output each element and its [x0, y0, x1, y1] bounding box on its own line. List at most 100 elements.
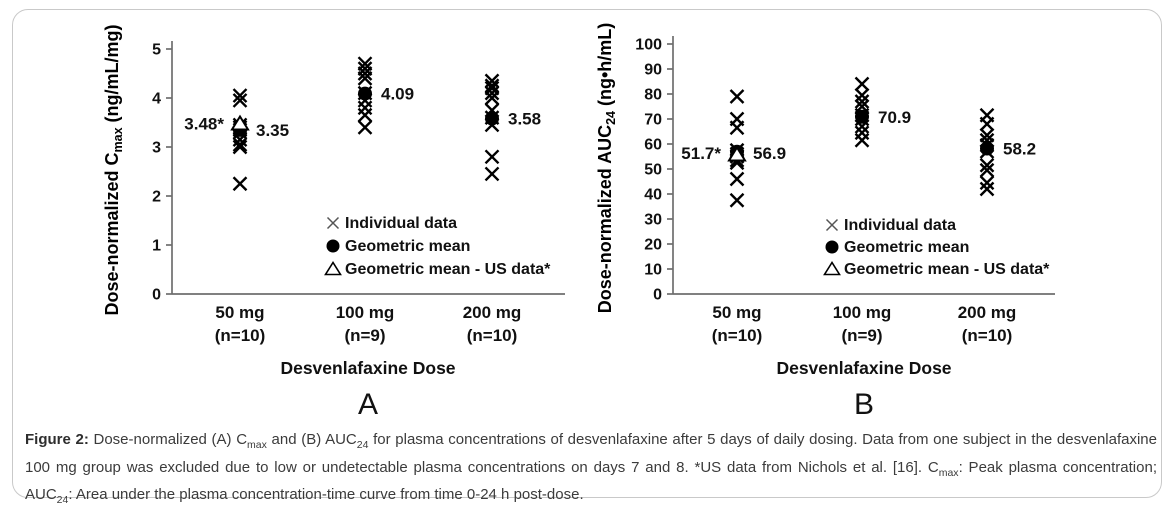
figure-border — [12, 9, 1162, 498]
caption-text-segment: 24 — [356, 439, 369, 451]
caption-figure-label: Figure 2: — [25, 431, 89, 448]
category-label: 50 mg — [215, 303, 264, 322]
legend-individual-data-icon — [326, 216, 340, 230]
caption-text-segment: max — [247, 439, 267, 451]
y-tick-label: 60 — [644, 137, 662, 154]
panel-letter: B — [854, 388, 874, 421]
individual-data-point — [979, 162, 995, 178]
legend-item-label: Geometric mean — [345, 238, 470, 255]
us-geometric-mean-point — [727, 145, 747, 162]
individual-data-point — [854, 94, 870, 109]
y-tick-label: 40 — [644, 187, 662, 204]
legend-item-label: Geometric mean — [844, 239, 969, 256]
category-sublabel: (n=10) — [712, 326, 763, 345]
individual-data-point — [232, 176, 248, 192]
y-tick-label: 90 — [644, 62, 662, 79]
individual-data-point — [484, 149, 500, 165]
legend-geometric-mean-icon — [825, 240, 839, 254]
geometric-mean-point — [980, 141, 994, 156]
individual-data-point — [357, 71, 373, 86]
individual-data-point — [357, 120, 373, 135]
y-axis-title: Dose-normalized AUC24 (ng•h/mL) — [595, 23, 618, 314]
x-axis-title: Desvenlafaxine Dose — [280, 358, 455, 378]
legend-item-label: Individual data — [844, 217, 956, 234]
y-tick-label: 0 — [152, 287, 161, 304]
category-sublabel: (n=10) — [215, 326, 266, 345]
individual-data-point — [979, 116, 995, 132]
category-sublabel: (n=10) — [962, 326, 1013, 345]
y-tick-label: 80 — [644, 87, 662, 104]
us-mean-value-label: 51.7* — [681, 144, 721, 163]
caption-text-segment: Dose-normalized (A) C — [88, 431, 248, 448]
individual-data-point — [357, 107, 373, 123]
us-geometric-mean-point — [230, 114, 250, 131]
geometric-mean-value-label: 3.35 — [256, 121, 289, 140]
individual-data-point — [979, 157, 995, 173]
x-axis-title: Desvenlafaxine Dose — [776, 358, 951, 378]
category-label: 50 mg — [712, 303, 761, 322]
caption-text-segment: : Peak plasma concentration; AUC — [25, 458, 1157, 504]
category-sublabel: (n=9) — [841, 326, 882, 345]
legend-us-mean-icon — [324, 260, 342, 276]
individual-data-point — [979, 181, 995, 197]
geometric-mean-point — [358, 86, 372, 101]
caption-text-segment: max — [938, 466, 959, 479]
y-tick-label: 30 — [644, 212, 662, 229]
caption-text-segment: for plasma concentrations of desvenlafax… — [25, 431, 1157, 476]
caption-text-segment: : Area under the plasma concentration-ti… — [68, 486, 584, 503]
y-tick-label: 100 — [635, 37, 662, 54]
geometric-mean-value-label: 3.58 — [508, 110, 541, 129]
y-tick-label: 5 — [152, 42, 161, 59]
y-tick-label: 3 — [152, 140, 161, 157]
y-tick-label: 70 — [644, 112, 662, 129]
legend-geometric-mean-icon — [326, 239, 340, 253]
y-tick-label: 20 — [644, 237, 662, 254]
category-sublabel: (n=9) — [344, 326, 385, 345]
individual-data-point — [232, 139, 248, 155]
panel-letter: A — [358, 388, 378, 421]
individual-data-point — [979, 175, 995, 191]
panel-b-chart: 0 10 20 30 40 50 60 70 80 90 100 Dose-normalized AU… — [595, 23, 1055, 421]
category-label: 200 mg — [958, 303, 1017, 322]
geometric-mean-value-label: 4.09 — [381, 85, 414, 104]
individual-data-point — [729, 171, 745, 187]
individual-data-point — [854, 87, 870, 103]
individual-data-point — [729, 89, 745, 104]
y-tick-label: 10 — [644, 262, 662, 279]
caption-text-segment: and (B) AUC — [266, 431, 357, 448]
y-tick-label: 1 — [152, 238, 161, 255]
panel-a-chart: 0 1 2 3 4 5 Dose-normalized Cmax (ng/mL/mg) 3.3… — [102, 24, 565, 421]
individual-data-point — [232, 88, 248, 103]
legend-item-label: Geometric mean - US data* — [844, 261, 1050, 278]
individual-data-point — [357, 66, 373, 81]
us-mean-value-label: 3.48* — [184, 114, 224, 133]
y-tick-label: 0 — [653, 287, 662, 304]
geometric-mean-value-label: 56.9 — [753, 144, 786, 163]
individual-data-point — [484, 90, 500, 106]
individual-data-point — [484, 85, 500, 101]
y-tick-label: 4 — [152, 91, 161, 108]
legend-us-mean-icon — [823, 260, 841, 276]
individual-data-point — [484, 166, 500, 182]
individual-data-point — [729, 192, 745, 208]
individual-data-point — [854, 132, 870, 148]
legend-item-label: Geometric mean - US data* — [345, 261, 551, 278]
figure-caption: Figure 2: Dose-normalized (A) Cmax and (… — [25, 429, 1157, 508]
y-tick-label: 2 — [152, 189, 161, 206]
category-label: 200 mg — [463, 303, 522, 322]
individual-data-point — [854, 76, 870, 92]
category-sublabel: (n=10) — [467, 326, 518, 345]
individual-data-point — [357, 100, 373, 116]
geometric-mean-point — [855, 109, 869, 124]
geometric-mean-value-label: 58.2 — [1003, 140, 1036, 159]
geometric-mean-point — [485, 111, 499, 126]
category-label: 100 mg — [336, 303, 395, 322]
individual-data-point — [232, 137, 248, 152]
y-tick-label: 50 — [644, 162, 662, 179]
y-axis-title: Dose-normalized Cmax (ng/mL/mg) — [102, 24, 125, 315]
individual-data-point — [729, 120, 745, 136]
legend-item-label: Individual data — [345, 215, 457, 232]
individual-data-point — [232, 93, 248, 108]
caption-text-segment: 24 — [56, 494, 69, 506]
